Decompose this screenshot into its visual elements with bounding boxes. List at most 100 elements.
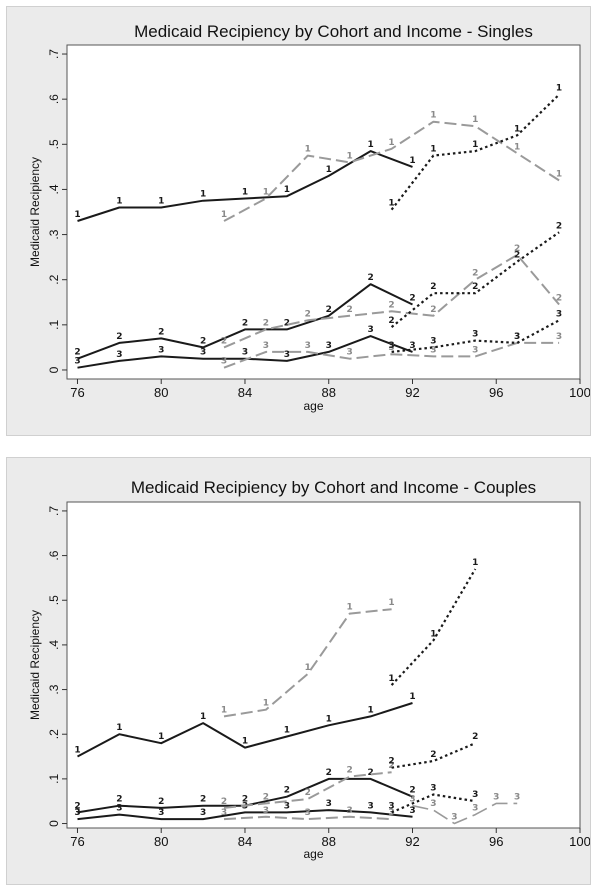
data-point-marker: 1 bbox=[326, 165, 332, 175]
series-line-dot-2 bbox=[390, 231, 560, 328]
x-axis-label: age bbox=[303, 847, 323, 861]
data-point-marker: 3 bbox=[74, 808, 80, 818]
data-point-marker: 3 bbox=[347, 348, 353, 358]
y-tick-label: .2 bbox=[47, 729, 61, 739]
chart-singles: Medicaid Recipiency by Cohort and Income… bbox=[28, 22, 590, 413]
data-point-marker: 1 bbox=[263, 699, 269, 709]
data-point-marker: 2 bbox=[284, 318, 290, 328]
data-point-marker: 1 bbox=[514, 142, 520, 152]
x-tick-label: 96 bbox=[489, 834, 503, 849]
data-point-marker: 1 bbox=[430, 629, 436, 639]
data-point-marker: 2 bbox=[263, 318, 269, 328]
data-point-marker: 3 bbox=[221, 808, 227, 818]
data-point-marker: 2 bbox=[347, 766, 353, 776]
data-point-marker: 2 bbox=[409, 786, 415, 796]
data-point-marker: 1 bbox=[388, 674, 394, 684]
data-point-marker: 3 bbox=[326, 799, 332, 809]
y-tick-label: .6 bbox=[47, 94, 61, 104]
data-point-marker: 1 bbox=[347, 603, 353, 613]
data-point-marker: 1 bbox=[221, 705, 227, 715]
x-tick-label: 80 bbox=[154, 834, 168, 849]
data-point-marker: 3 bbox=[158, 808, 164, 818]
data-point-marker: 2 bbox=[556, 221, 562, 231]
data-point-marker: 2 bbox=[74, 348, 80, 358]
data-point-marker: 3 bbox=[74, 357, 80, 367]
data-point-marker: 2 bbox=[116, 795, 122, 805]
x-tick-label: 80 bbox=[154, 385, 168, 400]
data-point-marker: 3 bbox=[556, 309, 562, 319]
series-line-solid-1 bbox=[77, 702, 413, 758]
data-point-marker: 3 bbox=[409, 806, 415, 816]
y-tick-label: .1 bbox=[47, 774, 61, 784]
data-point-marker: 2 bbox=[200, 336, 206, 346]
y-tick-label: .3 bbox=[47, 684, 61, 694]
data-point-marker: 2 bbox=[430, 305, 436, 315]
data-point-marker: 3 bbox=[242, 348, 248, 358]
data-point-marker: 2 bbox=[514, 251, 520, 261]
y-tick-label: 0 bbox=[47, 820, 61, 827]
series-line-dash-1 bbox=[223, 608, 392, 718]
y-tick-label: .2 bbox=[47, 274, 61, 284]
data-point-marker: 1 bbox=[263, 187, 269, 197]
data-point-marker: 1 bbox=[326, 714, 332, 724]
data-point-marker: 3 bbox=[472, 345, 478, 355]
series-line-dot-3 bbox=[391, 319, 560, 353]
data-point-marker: 3 bbox=[430, 784, 436, 794]
data-point-marker: 2 bbox=[472, 269, 478, 279]
data-point-marker: 3 bbox=[388, 343, 394, 353]
data-point-marker: 3 bbox=[263, 341, 269, 351]
data-point-marker: 2 bbox=[158, 327, 164, 337]
y-tick-label: .1 bbox=[47, 320, 61, 330]
data-point-marker: 3 bbox=[367, 325, 373, 335]
data-point-marker: 3 bbox=[388, 801, 394, 811]
data-point-marker: 3 bbox=[221, 357, 227, 367]
series-line-dash-2 bbox=[223, 771, 392, 809]
data-point-marker: 2 bbox=[472, 732, 478, 742]
data-point-marker: 2 bbox=[74, 801, 80, 811]
y-axis-label: Medicaid Recipiency bbox=[28, 610, 42, 720]
data-point-marker: 2 bbox=[200, 795, 206, 805]
chart-title: Medicaid Recipiency by Cohort and Income… bbox=[134, 22, 533, 41]
x-tick-label: 88 bbox=[322, 834, 336, 849]
data-point-marker: 3 bbox=[305, 808, 311, 818]
data-point-marker: 3 bbox=[116, 350, 122, 360]
data-point-marker: 1 bbox=[74, 746, 80, 756]
data-point-marker: 1 bbox=[242, 737, 248, 747]
x-tick-label: 88 bbox=[322, 385, 336, 400]
data-point-marker: 3 bbox=[451, 813, 457, 823]
data-point-marker: 3 bbox=[430, 799, 436, 809]
data-point-marker: 1 bbox=[472, 140, 478, 150]
data-point-marker: 3 bbox=[367, 801, 373, 811]
x-tick-label: 100 bbox=[569, 834, 590, 849]
series-line-dash-2 bbox=[223, 253, 560, 349]
data-point-marker: 1 bbox=[221, 210, 227, 220]
series-line-dot-2 bbox=[391, 742, 476, 769]
data-point-marker: 2 bbox=[116, 332, 122, 342]
y-tick-label: .7 bbox=[47, 49, 61, 59]
y-tick-label: .5 bbox=[47, 139, 61, 149]
x-tick-label: 84 bbox=[238, 834, 252, 849]
data-point-marker: 2 bbox=[284, 786, 290, 796]
data-point-marker: 2 bbox=[242, 795, 248, 805]
data-point-marker: 2 bbox=[367, 768, 373, 778]
data-point-marker: 2 bbox=[305, 309, 311, 319]
data-point-marker: 1 bbox=[556, 84, 562, 94]
data-point-marker: 2 bbox=[263, 792, 269, 802]
data-point-marker: 1 bbox=[430, 111, 436, 121]
data-point-marker: 1 bbox=[305, 145, 311, 155]
data-point-marker: 2 bbox=[556, 294, 562, 304]
data-point-marker: 1 bbox=[242, 187, 248, 197]
data-point-marker: 3 bbox=[284, 350, 290, 360]
data-point-marker: 3 bbox=[284, 801, 290, 811]
data-point-marker: 3 bbox=[472, 330, 478, 340]
x-tick-label: 92 bbox=[405, 834, 419, 849]
data-point-marker: 2 bbox=[347, 305, 353, 315]
y-tick-label: .7 bbox=[47, 506, 61, 516]
x-tick-label: 76 bbox=[70, 834, 84, 849]
y-tick-label: .5 bbox=[47, 595, 61, 605]
data-point-marker: 2 bbox=[305, 788, 311, 798]
chart-title: Medicaid Recipiency by Cohort and Income… bbox=[131, 478, 536, 497]
data-point-marker: 3 bbox=[430, 336, 436, 346]
data-point-marker: 1 bbox=[200, 712, 206, 722]
chart-panel-couples: Medicaid Recipiency by Cohort and Income… bbox=[6, 457, 591, 885]
